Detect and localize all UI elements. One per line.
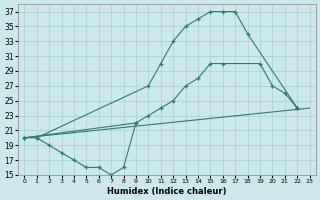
X-axis label: Humidex (Indice chaleur): Humidex (Indice chaleur)	[107, 187, 227, 196]
